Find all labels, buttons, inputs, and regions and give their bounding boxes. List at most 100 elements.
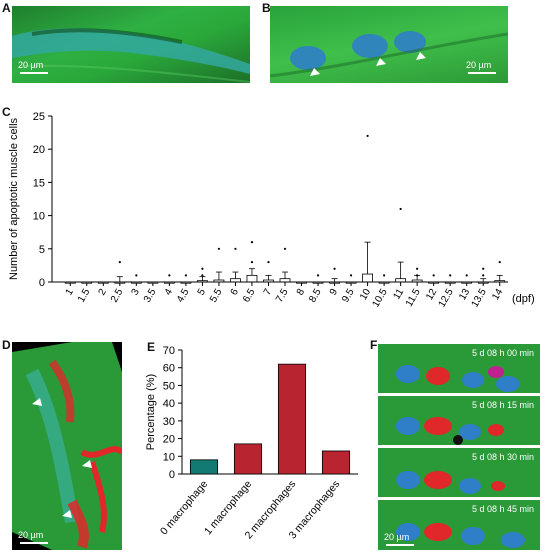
x-tick-label-c: 4 <box>163 287 176 298</box>
outlier-point <box>383 274 386 277</box>
x-tick-label-c: 12.5 <box>437 287 456 310</box>
scale-bar-a <box>20 72 48 74</box>
x-tick-label-c: 8 <box>295 287 308 298</box>
micrograph-a-drawing <box>12 28 250 83</box>
x-tick-label-c: 7 <box>262 287 275 298</box>
x-tick-label-c: 13.5 <box>470 287 489 310</box>
scale-bar-b <box>468 72 496 74</box>
x-axis-unit-c: (dpf) <box>512 293 535 305</box>
frame-2-drawing <box>396 417 504 445</box>
x-tick-label-c: 1.5 <box>76 287 93 305</box>
outlier-point <box>482 267 485 270</box>
timestamp-4: 5 d 08 h 45 min <box>471 504 534 514</box>
x-tick-label-c: 7.5 <box>274 287 291 305</box>
y-tick-label-c: 15 <box>33 177 45 189</box>
x-tick-label-c: 2.5 <box>109 287 126 305</box>
frame-4-drawing <box>396 523 525 548</box>
outlier-point <box>201 267 204 270</box>
panel-letter-c: C <box>2 105 11 119</box>
x-tick-label-c: 3 <box>130 287 143 298</box>
y-tick-label-e: 20 <box>163 434 175 446</box>
x-tick-label-c: 11 <box>392 287 407 302</box>
y-tick-label-c: 10 <box>33 211 45 223</box>
x-tick-label-c: 9.5 <box>340 287 357 305</box>
y-tick-label-c: 5 <box>39 244 45 256</box>
outlier-point <box>234 247 237 250</box>
outlier-point <box>432 274 435 277</box>
scale-label-a: 20 µm <box>18 60 44 70</box>
outlier-point <box>118 260 121 264</box>
box <box>246 274 258 283</box>
y-tick-label-e: 10 <box>163 451 175 463</box>
y-tick-label-c: 20 <box>33 144 45 156</box>
y-tick-label-e: 40 <box>163 398 175 410</box>
y-tick-label-e: 70 <box>163 345 175 357</box>
panel-letter-d: D <box>2 338 11 352</box>
outlier-point <box>349 274 353 277</box>
outlier-point <box>135 274 138 277</box>
x-tick-label-c: 1 <box>64 287 77 298</box>
x-tick-label-c: 6.5 <box>241 287 258 305</box>
x-tick-label-c: 10 <box>358 287 373 303</box>
x-tick-label-c: 10.5 <box>370 287 389 310</box>
outlier-point <box>333 267 336 270</box>
scale-label-f: 20 µm <box>384 532 410 542</box>
y-tick-label-e: 30 <box>163 416 175 428</box>
timelapse-stack: 5 d 08 h 00 min 5 d 08 h 15 min 5 d 08 h… <box>378 344 540 550</box>
bar <box>321 450 351 475</box>
outlier-point <box>498 260 501 264</box>
frame-1-drawing <box>396 365 520 392</box>
outlier-point <box>399 207 402 211</box>
y-tick-label-c: 25 <box>33 111 45 123</box>
micrograph-d-drawing <box>12 342 122 550</box>
outlier-point <box>201 274 204 277</box>
outlier-point <box>250 241 254 244</box>
outlier-point <box>449 274 452 277</box>
outlier-point <box>217 247 221 250</box>
outlier-point <box>316 274 320 277</box>
outlier-point <box>283 247 287 250</box>
scale-bar-d <box>20 542 48 544</box>
timelapse-frame-3: 5 d 08 h 30 min <box>378 448 540 497</box>
bar <box>189 459 219 475</box>
x-tick-label-c: 12 <box>424 287 439 303</box>
scale-label-b: 20 µm <box>466 60 492 70</box>
y-tick-label-e: 50 <box>163 380 175 392</box>
outlier-point <box>366 134 369 138</box>
micrograph-b: 20 µm <box>270 6 508 83</box>
outlier-point <box>482 274 485 277</box>
bar <box>233 443 263 475</box>
timestamp-3: 5 d 08 h 30 min <box>471 452 534 462</box>
box <box>362 273 373 283</box>
panel-letter-f: F <box>370 338 378 352</box>
panel-letter-a: A <box>2 1 11 15</box>
y-tick-label-e: 60 <box>163 363 175 375</box>
timestamp-2: 5 d 08 h 15 min <box>471 400 534 410</box>
x-tick-label-c: 11.5 <box>404 287 423 309</box>
panel-letter-b: B <box>262 1 271 15</box>
x-tick-label-c: 14 <box>490 287 505 303</box>
x-tick-label-c: 5.5 <box>208 287 225 305</box>
micrograph-b-drawing <box>270 31 508 78</box>
outlier-point <box>184 274 187 277</box>
x-tick-label-c: 2 <box>97 287 110 298</box>
x-tick-label-c: 9 <box>328 287 341 298</box>
x-tick-label-c: 5 <box>196 287 209 298</box>
panel-letter-e: E <box>147 340 156 354</box>
outlier-point <box>465 274 468 277</box>
outlier-point <box>267 260 270 264</box>
x-tick-label-c: 3.5 <box>142 287 159 305</box>
y-axis-label-c: Number of apoptotic muscle cells <box>8 117 20 280</box>
x-tick-label-c: 8.5 <box>307 287 324 305</box>
x-tick-label-c: 6 <box>229 287 242 298</box>
timelapse-frame-2: 5 d 08 h 15 min <box>378 396 540 445</box>
micrograph-d: 20 µm <box>12 342 122 550</box>
x-tick-label-c: 13 <box>457 287 472 303</box>
outlier-point <box>416 267 419 270</box>
bar <box>277 363 307 475</box>
outlier-point <box>250 260 254 264</box>
y-tick-label-c: 0 <box>39 277 45 289</box>
y-axis-label-e: Percentage (%) <box>145 374 157 450</box>
